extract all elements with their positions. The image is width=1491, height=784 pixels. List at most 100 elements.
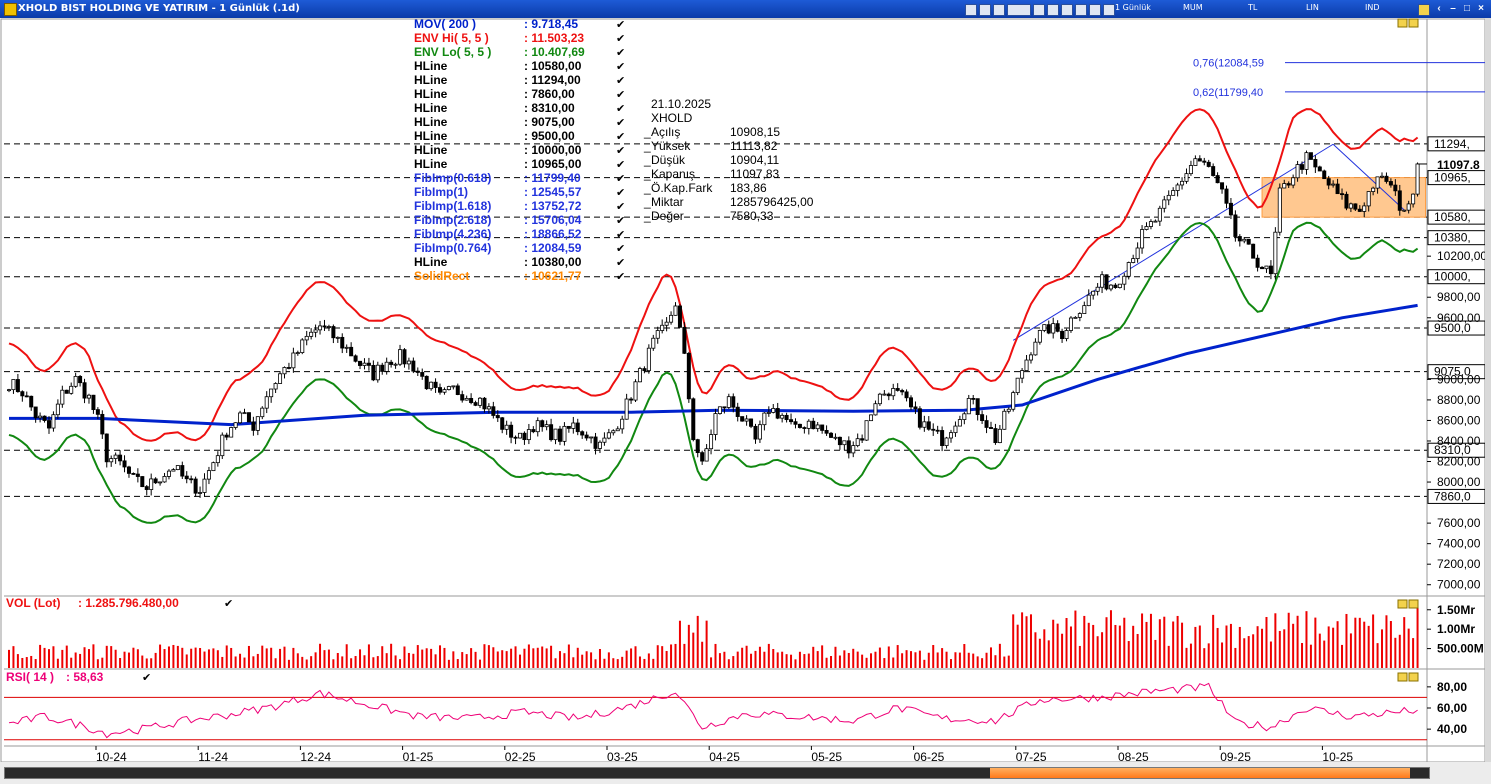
legend-name-10: HLine — [414, 157, 448, 171]
candle-body — [553, 428, 558, 441]
candle-body — [1233, 214, 1238, 237]
candle-body — [95, 409, 100, 415]
candle-body — [1211, 166, 1216, 176]
dots-icon[interactable] — [1075, 4, 1087, 16]
volume-bar — [687, 624, 690, 668]
lines-icon[interactable] — [1047, 4, 1059, 16]
close-button[interactable]: × — [1478, 3, 1484, 14]
legend-check-17: ✔ — [616, 257, 625, 269]
volume-bar — [532, 648, 535, 668]
y-tick-label-1: 9800,00 — [1437, 290, 1481, 304]
candle-body — [362, 362, 367, 366]
volume-bar — [381, 646, 384, 668]
candle-body — [1348, 203, 1353, 209]
candle-body — [278, 373, 283, 384]
tools-icon[interactable] — [1103, 4, 1115, 16]
info-key-5: Miktar — [651, 195, 684, 209]
legend-name-18: SolidRect — [414, 269, 469, 283]
volume-bar — [803, 654, 806, 668]
link-icon[interactable] — [993, 4, 1005, 16]
candle-body — [340, 336, 345, 349]
candle-body — [1331, 183, 1336, 186]
scroll-track[interactable] — [4, 767, 1430, 779]
hierarchy-icon[interactable] — [965, 4, 977, 16]
search-icon[interactable] — [1089, 4, 1101, 16]
legend-name-1: ENV Hi( 5, 5 ) — [414, 31, 489, 45]
scale-button[interactable]: LIN — [1306, 3, 1319, 12]
vol-tick-label-2: 500.00M — [1437, 642, 1484, 656]
candle-body — [566, 425, 571, 429]
candle-body — [1028, 354, 1033, 361]
legend-name-17: HLine — [414, 255, 448, 269]
volume-bar — [1158, 619, 1161, 668]
candle-body — [455, 385, 460, 395]
volume-bar — [652, 658, 655, 668]
volume-bar — [834, 646, 837, 668]
candle-body — [171, 469, 176, 472]
info-value-6: 7580,33 — [730, 209, 774, 223]
info-icon[interactable] — [1418, 4, 1430, 16]
volume-bar — [150, 658, 153, 668]
settings-icon[interactable] — [1061, 4, 1073, 16]
candle-body — [273, 383, 278, 390]
legend-name-12: FibImp(1) — [414, 185, 468, 199]
candle-body — [913, 406, 918, 410]
volume-bar — [1061, 633, 1064, 668]
minimize-button[interactable]: – — [1450, 3, 1456, 14]
period-button[interactable]: 1 Günlük — [1115, 3, 1151, 12]
candle-body — [1117, 283, 1122, 288]
legend-value-10: : 10965,00 — [524, 157, 582, 171]
candle-body — [1375, 176, 1380, 189]
volume-bar — [301, 656, 304, 668]
candle-body — [495, 415, 500, 419]
currency-button[interactable]: TL — [1248, 3, 1258, 12]
candle-body — [29, 395, 34, 408]
rsi-value: : 58,63 — [66, 670, 104, 684]
candle-body — [1148, 221, 1153, 227]
candle-body — [1291, 177, 1296, 186]
legend-name-6: HLine — [414, 101, 448, 115]
candle-body — [1228, 202, 1233, 216]
back-button[interactable]: ‹ — [1437, 3, 1441, 14]
volume-bar — [594, 659, 597, 668]
volume-bar — [1261, 628, 1264, 668]
volume-bar — [1056, 623, 1059, 668]
volume-bar — [994, 655, 997, 668]
maximize-button[interactable]: □ — [1463, 3, 1471, 14]
candle-body — [949, 432, 954, 439]
volume-bar — [305, 659, 308, 668]
candle-body — [562, 425, 567, 442]
analysis-icon[interactable] — [1033, 4, 1045, 16]
horizontal-scrollbar[interactable] — [0, 762, 1491, 784]
volume-bar — [776, 652, 779, 668]
volume-bar — [1234, 647, 1237, 668]
volume-bar — [372, 657, 375, 668]
chart-type-button[interactable]: MUM — [1183, 3, 1203, 12]
volume-bar — [1132, 625, 1135, 668]
volume-bar — [1416, 607, 1419, 668]
candle-body — [398, 349, 403, 365]
volume-bar — [292, 647, 295, 668]
volume-bar — [1065, 618, 1068, 668]
volume-bar — [1349, 633, 1352, 668]
candle-body — [1268, 265, 1273, 275]
candle-body — [162, 476, 167, 483]
candle-body — [1091, 290, 1096, 296]
scroll-thumb[interactable] — [990, 768, 1410, 778]
indicator-button[interactable]: IND — [1365, 3, 1380, 12]
candle-body — [433, 381, 438, 388]
volume-bar — [1318, 633, 1321, 668]
candle-body — [229, 427, 234, 438]
volume-bar — [941, 648, 944, 668]
color-icon[interactable] — [979, 4, 991, 16]
volume-bar — [119, 658, 122, 668]
candle-body — [482, 397, 487, 410]
candle-body — [1055, 323, 1060, 332]
candle-body — [1406, 203, 1411, 211]
legend-check-3: ✔ — [616, 61, 625, 73]
portfolio-icon[interactable] — [1007, 4, 1031, 16]
volume-bar — [1385, 615, 1388, 668]
volume-bar — [630, 648, 633, 668]
candle-body — [691, 398, 696, 441]
